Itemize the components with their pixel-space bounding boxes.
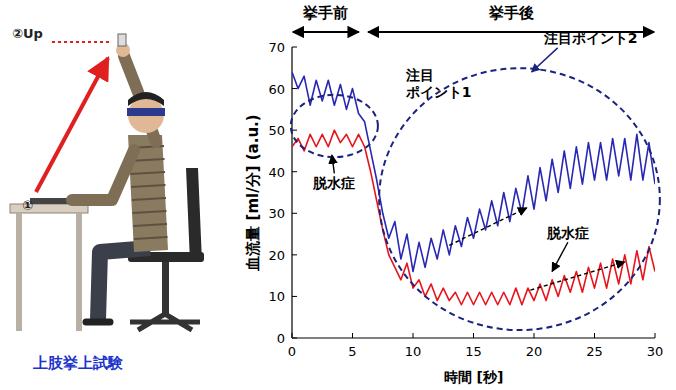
x-tick-label: 25 xyxy=(586,344,603,359)
y-axis-label: 血流量 [ml/分] (a.u.) xyxy=(244,114,262,271)
x-tick-label: 30 xyxy=(647,344,664,359)
annotations: 挙手前挙手後注目ポイント1注目ポイント2脱水症脱水症 xyxy=(291,4,660,330)
series-group xyxy=(292,72,655,305)
sweater-stripe xyxy=(130,172,165,174)
y-tick xyxy=(292,171,297,172)
sweater-stripe xyxy=(134,237,168,239)
y-tick xyxy=(292,130,297,131)
span-arrow xyxy=(293,31,359,33)
x-tick xyxy=(594,333,595,338)
y-tick-label: 30 xyxy=(268,206,285,221)
chair-base xyxy=(130,314,200,330)
person-arm xyxy=(72,150,134,200)
blindfold xyxy=(127,108,165,116)
y-tick xyxy=(292,88,297,89)
person-hair xyxy=(128,92,164,106)
sweater-stripe xyxy=(133,211,167,213)
condition-arrow xyxy=(552,242,568,271)
y-tick-label: 0 xyxy=(277,331,285,346)
x-tick-label: 15 xyxy=(465,344,482,359)
y-tick xyxy=(292,47,297,48)
focus-ellipse xyxy=(291,95,378,157)
desk-leg xyxy=(76,213,82,331)
y-tick xyxy=(292,296,297,297)
desk-leg xyxy=(16,213,22,331)
trend-arrow xyxy=(530,262,624,290)
figure-caption: 上肢挙上試験 xyxy=(32,354,124,372)
span-label: 挙手後 xyxy=(488,4,534,22)
x-tick xyxy=(473,333,474,338)
figure: ① ②Up 上肢挙上試験 0 10 20 30 40 50 60 70 0 5 10 15 20 25 30 時間 … xyxy=(0,0,676,390)
x-tick xyxy=(655,333,656,338)
focus-label: 注目ポイント2 xyxy=(543,30,638,46)
figure-label: ②Up xyxy=(12,26,43,41)
x-tick xyxy=(352,333,353,338)
focus-arrow xyxy=(532,48,558,72)
sweater-stripe xyxy=(133,224,167,226)
series-line xyxy=(292,72,655,272)
x-axis-label: 時間 [秒] xyxy=(444,369,504,385)
x-tick xyxy=(413,333,414,338)
x-tick xyxy=(292,333,293,338)
person-legs xyxy=(98,248,150,320)
figure-label: ① xyxy=(22,198,33,213)
x-tick-label: 5 xyxy=(348,344,356,359)
sweater-stripe xyxy=(132,198,166,200)
chair-back xyxy=(186,168,202,262)
y-tick xyxy=(292,338,297,339)
focus-label: 注目 xyxy=(405,67,434,83)
y-axis-line xyxy=(291,47,292,338)
trend-arrow xyxy=(449,208,526,245)
condition-label: 脱水症 xyxy=(312,175,355,191)
chair-post xyxy=(162,262,169,314)
condition-arrow xyxy=(332,155,334,173)
axes: 0 10 20 30 40 50 60 70 0 5 10 15 20 25 30 xyxy=(268,40,663,359)
y-tick-label: 50 xyxy=(268,123,285,138)
focus-ellipse xyxy=(379,68,660,330)
y-tick-label: 20 xyxy=(268,248,285,263)
y-tick-label: 70 xyxy=(268,40,285,55)
person-shoe xyxy=(86,319,110,326)
raise-arrow xyxy=(36,58,108,192)
illustration: ① ②Up xyxy=(10,26,204,331)
span-label: 挙手前 xyxy=(302,4,348,22)
y-tick xyxy=(292,213,297,214)
x-tick-label: 10 xyxy=(405,344,422,359)
up-level-line xyxy=(52,41,112,43)
condition-label: 脱水症 xyxy=(546,225,589,241)
y-tick-label: 40 xyxy=(268,165,285,180)
x-tick-label: 20 xyxy=(526,344,543,359)
keyboard xyxy=(30,198,70,204)
x-tick-label: 0 xyxy=(288,344,296,359)
series-line xyxy=(292,130,655,305)
y-tick xyxy=(292,254,297,255)
y-tick-label: 60 xyxy=(268,82,285,97)
x-tick xyxy=(534,333,535,338)
sensor xyxy=(118,34,126,46)
sweater-stripe xyxy=(131,185,165,187)
y-tick-label: 10 xyxy=(268,289,285,304)
